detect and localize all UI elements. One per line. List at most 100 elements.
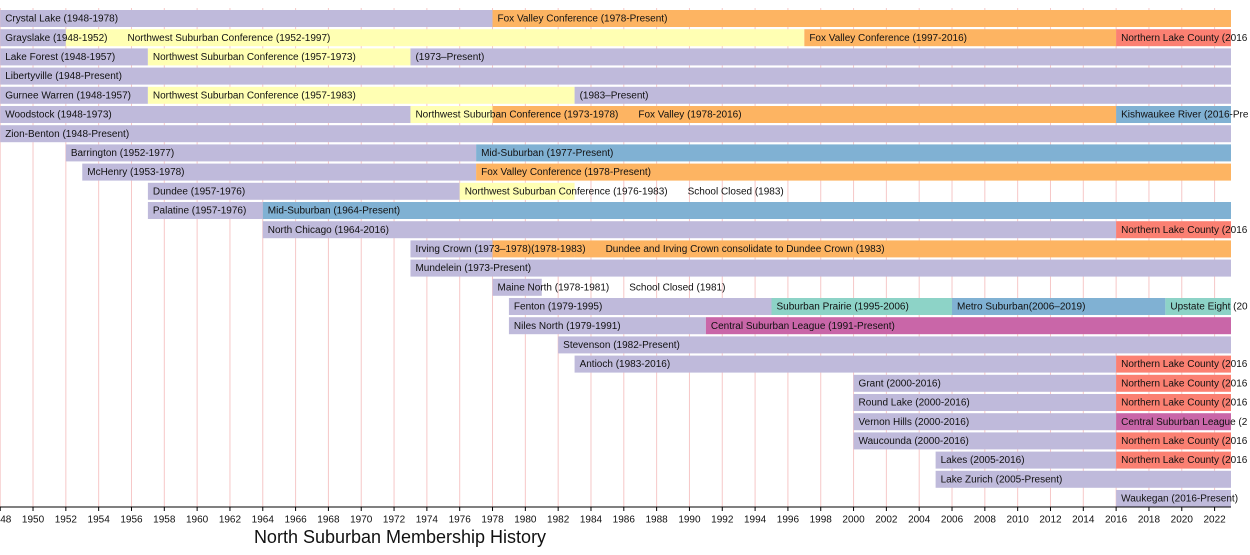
bar — [476, 163, 1231, 181]
x-tick-label: 1994 — [744, 515, 767, 526]
bar-label: Fox Valley Conference (1978-Present) — [481, 167, 651, 178]
bar — [1116, 490, 1231, 507]
x-tick-label: 1948 — [0, 515, 12, 526]
bar — [82, 163, 477, 181]
bar-label: Vernon Hills (2000-2016) — [859, 417, 970, 428]
x-tick-label: 1972 — [383, 515, 406, 526]
bar-label: Grant (2000-2016) — [859, 378, 941, 389]
bar-label: North Chicago (1964-2016) — [268, 225, 389, 236]
bar — [853, 413, 1117, 431]
bar-label: Woodstock (1948-1973) — [5, 110, 112, 121]
bar-label: Dundee (1957-1976) — [153, 186, 245, 197]
bar — [1116, 432, 1231, 450]
x-tick-label: 1954 — [88, 515, 111, 526]
bar — [952, 298, 1166, 315]
bar — [492, 10, 1231, 27]
x-tick-label: 2014 — [1072, 515, 1095, 526]
bar — [0, 125, 1232, 143]
x-tick-label: 1952 — [55, 515, 78, 526]
bar-label: Lakes (2005-2016) — [941, 455, 1025, 466]
x-tick-label: 2022 — [1203, 515, 1226, 526]
bar-label: Lake Zurich (2005-Present) — [941, 474, 1063, 485]
bar — [0, 67, 1232, 85]
bar-label: Grayslake (1948-1952) — [5, 33, 107, 44]
bar — [410, 106, 493, 123]
bar — [0, 29, 66, 47]
bar — [492, 106, 1117, 123]
bar-label: Zion-Benton (1948-Present) — [5, 129, 129, 140]
note: School Closed (1981) — [629, 282, 725, 293]
x-tick-label: 1996 — [777, 515, 800, 526]
x-tick-label: 2002 — [875, 515, 898, 526]
bar-label: Kishwaukee River (2016-Pre — [1121, 110, 1249, 121]
bar-label: Upstate Eight (20 — [1170, 302, 1248, 313]
bar-label: Waukegan (2016-Present) — [1121, 494, 1238, 505]
bar-label: Irving Crown (1973–1978)(1978-1983) — [415, 244, 585, 255]
x-tick-label: 2012 — [1039, 515, 1062, 526]
x-tick-label: 1982 — [547, 515, 570, 526]
bar — [492, 240, 575, 258]
x-tick-label: 1988 — [646, 515, 669, 526]
bar-label: Waucounda (2000-2016) — [859, 436, 969, 447]
bar-label: Maine North (1978-1981) — [498, 282, 610, 293]
bar — [410, 259, 1231, 277]
bar — [1116, 394, 1231, 411]
bar-label: Fenton (1979-1995) — [514, 302, 602, 313]
bar — [147, 202, 263, 219]
bar-label: Mid-Suburban (1977-Present) — [481, 148, 613, 159]
bar-label: Northern Lake County (2016 — [1121, 398, 1248, 409]
x-tick-label: 1980 — [514, 515, 537, 526]
bar — [1116, 221, 1231, 239]
bar-label: Libertyville (1948-Present) — [5, 71, 122, 82]
x-tick-label: 1978 — [481, 515, 504, 526]
bar — [65, 144, 477, 162]
x-tick-label: 2000 — [842, 515, 865, 526]
x-tick-label: 1962 — [219, 515, 242, 526]
bar — [574, 355, 1117, 373]
bar — [1116, 355, 1231, 373]
x-tick-label: 2006 — [941, 515, 964, 526]
x-tick-label: 1964 — [252, 515, 275, 526]
bar — [853, 432, 1117, 450]
x-tick-label: 2010 — [1007, 515, 1030, 526]
bar-label: Fox Valley Conference (1978-Present) — [498, 14, 668, 25]
bar-label: Northwest Suburban Conference (1957-1973… — [153, 52, 356, 63]
bar — [574, 240, 1231, 258]
bar — [1165, 298, 1231, 315]
bar — [0, 48, 148, 66]
x-tick-label: 1958 — [153, 515, 176, 526]
bar — [410, 48, 1231, 66]
x-tick-label: 1956 — [120, 515, 143, 526]
bar-label: Northern Lake County (2016 — [1121, 436, 1248, 447]
bar-label: Northern Lake County (2016 — [1121, 359, 1248, 370]
bar-label: Stevenson (1982-Present) — [563, 340, 680, 351]
x-tick-label: 1970 — [350, 515, 373, 526]
bar — [0, 106, 411, 123]
bar-label: Northwest Suburban Conference (1976-1983… — [465, 186, 668, 197]
bar — [147, 86, 575, 104]
bar-label: Northwest Suburban Conference (1973-1978… — [415, 110, 618, 121]
x-tick-label: 1998 — [810, 515, 833, 526]
bar — [0, 10, 493, 27]
bar — [459, 182, 575, 200]
x-tick-label: 1968 — [317, 515, 340, 526]
bar-label: Northwest Suburban Conference (1952-1997… — [127, 33, 330, 44]
x-tick-label: 1984 — [580, 515, 603, 526]
x-tick-label: 1986 — [613, 515, 636, 526]
x-tick-label: 1976 — [449, 515, 472, 526]
bar — [853, 394, 1117, 411]
bar-label: Northern Lake County (2016 — [1121, 33, 1248, 44]
bar — [0, 86, 148, 104]
bar — [410, 240, 493, 258]
bar-label: Northern Lake County (2016 — [1121, 378, 1248, 389]
bar-label: Mid-Suburban (1964-Present) — [268, 206, 400, 217]
bar-label: Antioch (1983-2016) — [580, 359, 671, 370]
bar-label: Northern Lake County (2016 — [1121, 455, 1248, 466]
bar — [1116, 106, 1231, 123]
bar-label: Fox Valley Conference (1997-2016) — [809, 33, 967, 44]
bar — [262, 202, 1232, 219]
bar-label: Niles North (1979-1991) — [514, 321, 621, 332]
x-tick-label: 2016 — [1105, 515, 1128, 526]
